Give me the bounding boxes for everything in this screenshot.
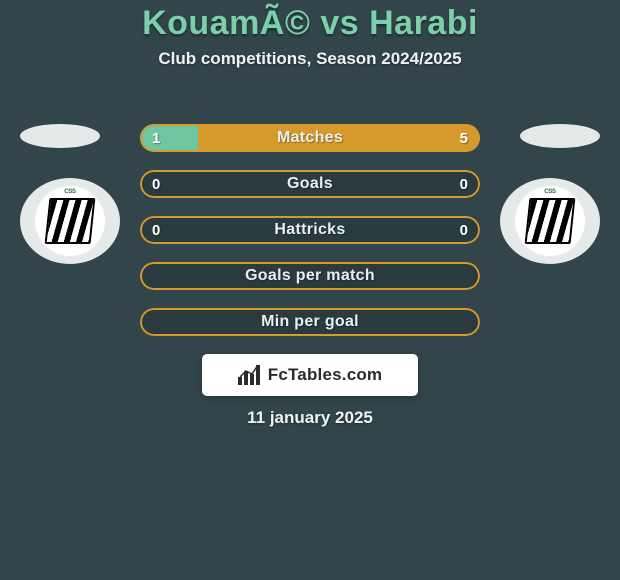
brand-card: FcTables.com (202, 354, 418, 396)
club-left-tag: CSS (64, 189, 75, 195)
club-left-badge-inner: CSS (35, 186, 105, 256)
stat-value-left: 1 (152, 124, 160, 152)
infographic-date: 11 january 2025 (0, 408, 620, 428)
club-stripes-icon (525, 198, 576, 244)
stat-row: Min per goal (140, 308, 480, 336)
stat-row: Hattricks0 0 (140, 216, 480, 244)
player-left-avatar (20, 124, 100, 148)
stat-label: Goals (140, 170, 480, 198)
stat-value-left: 0 (152, 170, 160, 198)
stat-label: Matches (140, 124, 480, 152)
player-right-avatar (520, 124, 600, 148)
h2h-infographic: KouamÃ© vs Harabi Club competitions, Sea… (0, 0, 620, 580)
stat-row: Goals0 0 (140, 170, 480, 198)
club-stripes-icon (45, 198, 96, 244)
stat-value-right: 0 (460, 216, 468, 244)
stat-row: Matches1 5 (140, 124, 480, 152)
stat-label: Goals per match (140, 262, 480, 290)
brand-text: FcTables.com (268, 365, 383, 385)
club-right-badge: CSS (500, 178, 600, 264)
stat-value-left: 0 (152, 216, 160, 244)
stat-row: Goals per match (140, 262, 480, 290)
club-right-tag: CSS (544, 189, 555, 195)
stat-value-right: 0 (460, 170, 468, 198)
stat-value-right: 5 (460, 124, 468, 152)
club-right-badge-inner: CSS (515, 186, 585, 256)
stat-label: Hattricks (140, 216, 480, 244)
brand-bars-icon (238, 365, 262, 385)
page-subtitle: Club competitions, Season 2024/2025 (0, 49, 620, 69)
stat-rows-container: Matches15Goals00Hattricks00Goals per mat… (140, 124, 480, 354)
club-left-badge: CSS (20, 178, 120, 264)
stat-label: Min per goal (140, 308, 480, 336)
page-title: KouamÃ© vs Harabi (0, 0, 620, 43)
